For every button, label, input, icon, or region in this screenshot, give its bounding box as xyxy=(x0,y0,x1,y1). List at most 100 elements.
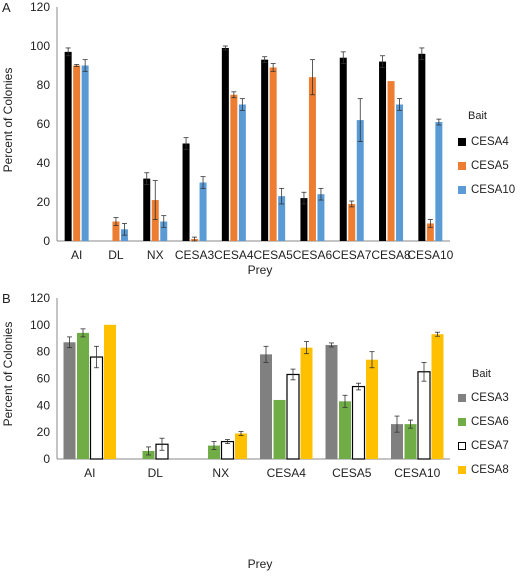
legend-swatch xyxy=(458,442,466,450)
bar xyxy=(339,57,347,242)
bar xyxy=(348,203,356,241)
bar xyxy=(182,143,190,241)
y-tick-label: 120 xyxy=(30,291,50,305)
bar xyxy=(104,324,116,459)
y-tick-label: 60 xyxy=(37,372,51,386)
x-tick-label: CESA6 xyxy=(293,248,333,262)
x-tick-label: CESA5 xyxy=(253,248,293,262)
legend-item-cesa10: CESA10 xyxy=(458,184,515,196)
legend-swatch xyxy=(458,394,466,402)
bar xyxy=(235,433,247,459)
y-tick-label: 100 xyxy=(30,318,50,332)
legend-title: Bait xyxy=(468,110,487,122)
bar xyxy=(366,359,378,459)
bar xyxy=(431,334,444,459)
y-tick-label: 20 xyxy=(37,195,51,209)
bar-chart-b: 0 20 40 60 80 100 120 AI DL NX CESA4 CESA5 CESA10 xyxy=(30,291,450,480)
x-axis-label: Prey xyxy=(247,263,273,277)
legend-swatch xyxy=(458,466,466,474)
x-tick-label: AI xyxy=(84,466,95,480)
bar xyxy=(325,344,338,459)
x-tick-label: DL xyxy=(148,466,164,480)
x-tick-label: CESA4 xyxy=(267,466,307,480)
bar xyxy=(418,53,426,241)
bar xyxy=(112,221,120,241)
legend-item-cesa7: CESA7 xyxy=(458,440,509,452)
legend-item-cesa4: CESA4 xyxy=(458,136,509,148)
legend-label: CESA4 xyxy=(471,136,509,148)
bar xyxy=(391,424,403,459)
bar xyxy=(81,65,89,241)
bar xyxy=(220,440,235,460)
bar xyxy=(260,354,272,459)
bar xyxy=(317,194,325,241)
x-tick-label: CESA3 xyxy=(175,248,215,262)
legend-label: CESA10 xyxy=(471,184,516,196)
chart-panel-b: B Percent of Colonies 0 20 40 60 80 100 120 AI D… xyxy=(0,291,520,582)
bar xyxy=(238,104,246,241)
y-tick-label: 80 xyxy=(37,78,51,92)
bar xyxy=(73,65,81,241)
y-tick-label: 0 xyxy=(43,234,50,248)
bar xyxy=(208,445,220,459)
legend-item-cesa5: CESA5 xyxy=(458,160,509,172)
x-tick-label: NX xyxy=(147,248,164,262)
bar xyxy=(286,373,300,460)
legend-swatch xyxy=(458,138,466,146)
x-tick-label: CESA8 xyxy=(371,248,411,262)
x-tick-label: CESA10 xyxy=(407,248,453,262)
bar xyxy=(77,332,89,459)
y-tick-label: 40 xyxy=(37,156,51,170)
legend-label: CESA7 xyxy=(471,440,509,452)
x-tick-label: DL xyxy=(108,248,124,262)
bar xyxy=(300,198,308,241)
legend-label: CESA6 xyxy=(471,416,509,428)
bar xyxy=(356,120,364,241)
bar xyxy=(199,182,207,241)
bar xyxy=(143,178,151,241)
chart-panel-a: A Percent of Colonies 0 20 40 60 80 100 120 AI D… xyxy=(1,0,515,277)
bar xyxy=(278,196,286,241)
panel-letter: B xyxy=(2,291,11,306)
x-tick-label: CESA5 xyxy=(332,466,372,480)
legend-label: CESA5 xyxy=(471,160,509,172)
x-tick-label: CESA10 xyxy=(394,466,440,480)
x-tick-label: AI xyxy=(71,248,82,262)
x-axis-label: Prey xyxy=(247,557,273,571)
legend-swatch xyxy=(458,418,466,426)
panel-letter: A xyxy=(2,0,11,15)
bar xyxy=(379,61,387,241)
bar xyxy=(396,104,404,241)
bar xyxy=(151,200,159,241)
bar xyxy=(64,51,72,241)
legend-label: CESA8 xyxy=(471,464,509,476)
bar xyxy=(63,342,76,459)
legend-item-cesa8: CESA8 xyxy=(458,464,509,476)
bar xyxy=(351,385,366,460)
legend-swatch xyxy=(458,186,466,194)
bar xyxy=(160,221,168,241)
legend-item-cesa6: CESA6 xyxy=(458,416,509,428)
bar xyxy=(269,67,277,241)
legend-item-cesa3: CESA3 xyxy=(458,392,509,404)
y-tick-label: 20 xyxy=(37,425,51,439)
bar xyxy=(426,223,434,241)
bar xyxy=(221,47,229,242)
y-tick-label: 40 xyxy=(37,398,51,412)
bar xyxy=(300,347,313,459)
x-tick-label: CESA7 xyxy=(332,248,372,262)
bar xyxy=(435,122,443,241)
bar xyxy=(404,424,417,459)
bar xyxy=(261,59,269,242)
y-tick-label: 60 xyxy=(37,117,51,131)
bar xyxy=(89,356,104,460)
y-tick-label: 0 xyxy=(43,452,50,466)
bar xyxy=(417,371,431,460)
bar xyxy=(308,77,316,241)
x-tick-label: NX xyxy=(212,466,229,480)
y-tick-label: 120 xyxy=(30,0,50,14)
y-tick-label: 80 xyxy=(37,345,51,359)
bar xyxy=(273,399,286,459)
bar xyxy=(387,81,395,241)
